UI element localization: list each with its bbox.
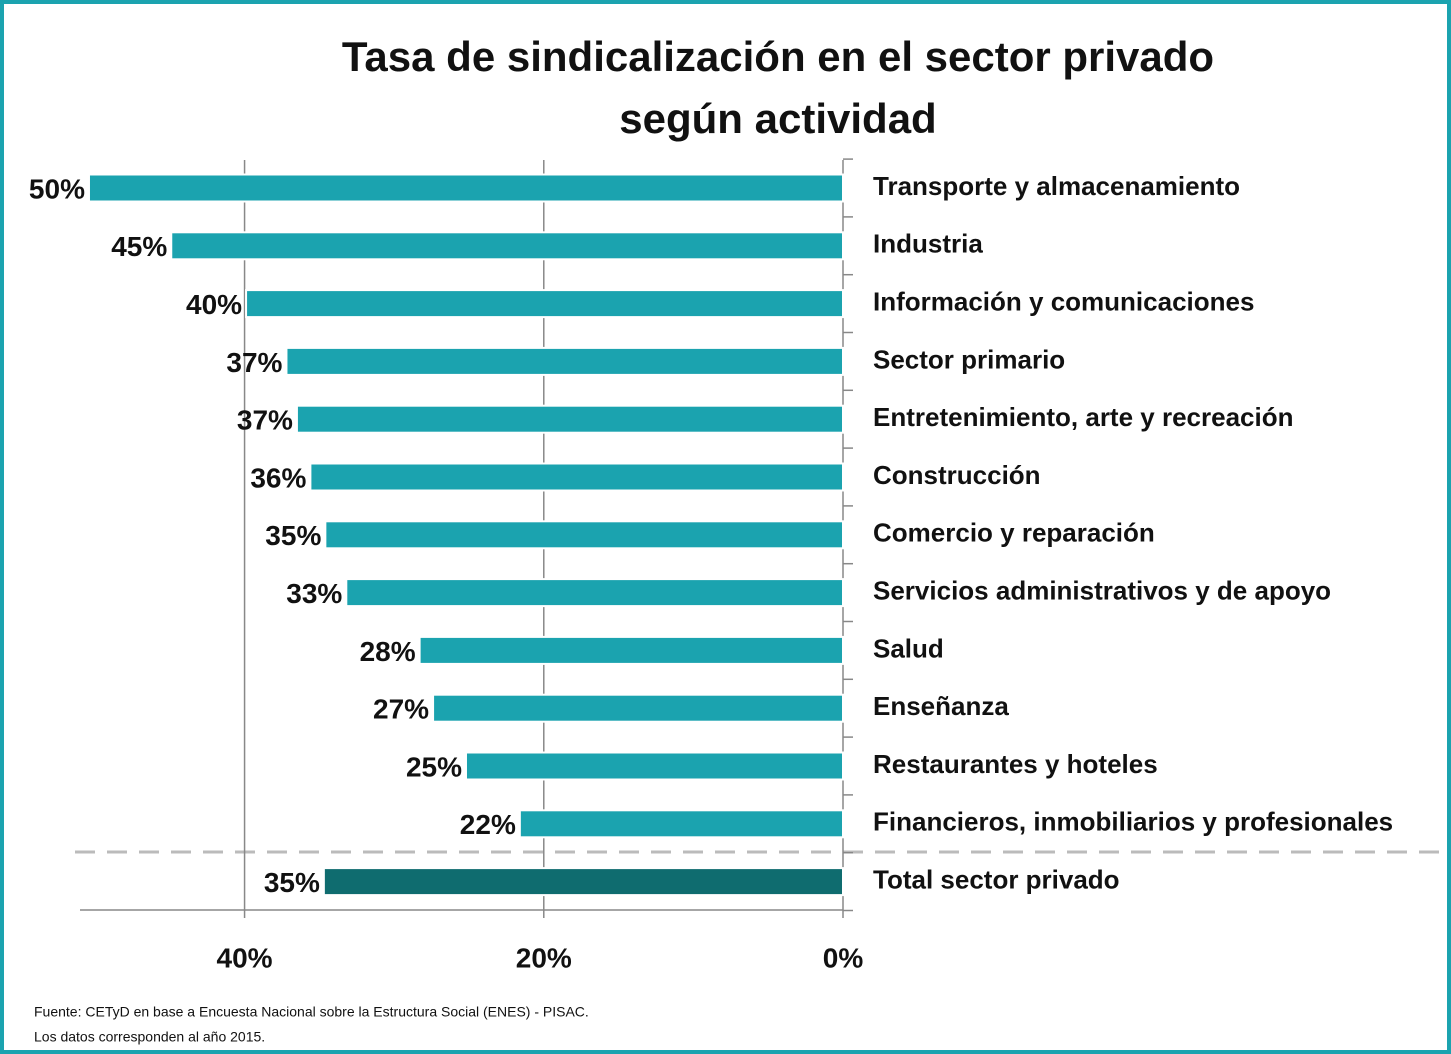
bar — [418, 635, 844, 665]
bar — [309, 462, 845, 492]
category-label: Sector primario — [873, 344, 1065, 374]
source-note: Los datos corresponden al año 2015. — [34, 1029, 265, 1045]
source-note: Fuente: CETyD en base a Encuesta Naciona… — [34, 1004, 589, 1020]
bar — [464, 751, 844, 781]
chart-title: Tasa de sindicalización en el sector pri… — [342, 33, 1214, 80]
value-label: 37% — [237, 405, 293, 436]
value-label: 27% — [373, 694, 429, 725]
category-label: Total sector privado — [873, 864, 1120, 894]
value-label: 35% — [264, 867, 320, 898]
value-label: 35% — [265, 520, 321, 551]
category-label: Comercio y reparación — [873, 518, 1155, 548]
x-tick-label: 40% — [217, 942, 273, 973]
category-label: Construcción — [873, 460, 1041, 490]
category-label: Financieros, inmobiliarios y profesional… — [873, 807, 1393, 837]
bar — [285, 346, 845, 376]
bar — [295, 404, 844, 434]
value-label: 28% — [360, 636, 416, 667]
category-label: Salud — [873, 633, 944, 663]
bar — [170, 231, 844, 261]
category-label: Información y comunicaciones — [873, 286, 1254, 316]
category-label: Industria — [873, 229, 983, 259]
category-label: Entretenimiento, arte y recreación — [873, 402, 1293, 432]
value-label: 36% — [250, 462, 306, 493]
bar — [245, 289, 845, 319]
value-label: 22% — [460, 809, 516, 840]
value-label: 45% — [111, 231, 167, 262]
x-tick-label: 20% — [516, 942, 572, 973]
bar — [345, 578, 844, 608]
category-label: Restaurantes y hoteles — [873, 749, 1158, 779]
category-label: Enseñanza — [873, 691, 1009, 721]
value-label: 40% — [186, 289, 242, 320]
value-label: 25% — [406, 751, 462, 782]
value-label: 33% — [286, 578, 342, 609]
category-label: Servicios administrativos y de apoyo — [873, 575, 1331, 605]
bar — [324, 520, 844, 550]
bar — [432, 693, 844, 723]
bar — [518, 809, 844, 839]
bar — [87, 173, 845, 203]
chart-title: según actividad — [619, 95, 936, 142]
category-label: Transporte y almacenamiento — [873, 171, 1240, 201]
value-label: 37% — [226, 347, 282, 378]
x-tick-label: 0% — [823, 942, 864, 973]
value-label: 50% — [29, 173, 85, 204]
bar — [322, 867, 844, 897]
